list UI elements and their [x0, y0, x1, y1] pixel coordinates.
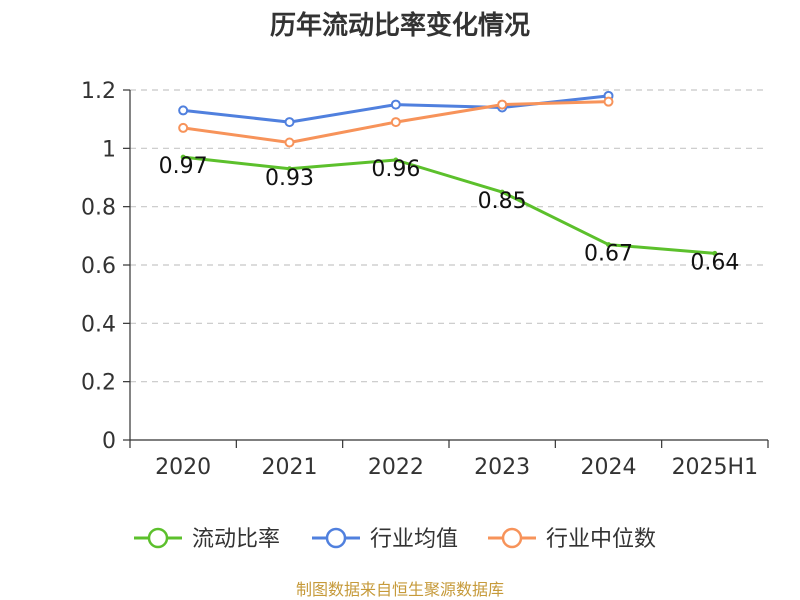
legend-label: 流动比率 — [192, 527, 280, 552]
y-tick-label: 0.4 — [81, 312, 116, 337]
chart-title: 历年流动比率变化情况 — [270, 10, 530, 41]
x-tick-label: 2025H1 — [672, 455, 759, 480]
legend-swatch-marker — [147, 527, 169, 549]
series-point-0 — [393, 157, 399, 163]
data-label: 0.67 — [584, 242, 633, 267]
series-point-2 — [497, 99, 508, 110]
data-labels: 0.97 0.93 0.96 0.85 0.67 0.64 — [159, 154, 740, 275]
legend-swatch-marker — [325, 527, 347, 549]
data-label: 0.97 — [159, 154, 208, 179]
x-tick-label: 2021 — [262, 455, 318, 480]
legend-label: 行业均值 — [370, 527, 458, 552]
series-point-1 — [390, 99, 401, 110]
data-label: 0.85 — [478, 189, 527, 214]
axes: 0 0.2 0.4 0.6 0.8 1 1.2 2020 2021 2022 2023 2024 202… — [81, 79, 769, 480]
x-tick-label: 2020 — [155, 455, 211, 480]
grid — [130, 89, 768, 383]
x-tick-label: 2023 — [474, 455, 530, 480]
data-label: 0.93 — [265, 166, 314, 191]
x-tick-label: 2024 — [581, 455, 637, 480]
series-point-0 — [499, 189, 505, 195]
series-point-0 — [712, 250, 718, 256]
y-tick-label: 1 — [102, 137, 116, 162]
source-note: 制图数据来自恒生聚源数据库 — [296, 580, 504, 599]
data-label: 0.96 — [371, 157, 420, 182]
y-tick-label: 0.2 — [81, 371, 116, 396]
series-point-1 — [284, 117, 295, 128]
series-point-2 — [178, 122, 189, 133]
x-tick-label: 2022 — [368, 455, 424, 480]
legend: 流动比率 行业均值 行业中位数 — [134, 527, 656, 552]
legend-swatch-marker — [501, 527, 523, 549]
series-point-0 — [606, 242, 611, 248]
y-tick-label: 0.6 — [81, 254, 116, 279]
series-line-0 — [183, 155, 715, 255]
legend-label: 行业中位数 — [546, 527, 656, 552]
series-point-2 — [603, 96, 614, 107]
series-point-0 — [180, 154, 186, 160]
y-tick-label: 0.8 — [81, 196, 116, 221]
data-label: 0.64 — [690, 250, 739, 275]
y-tick-label: 1.2 — [81, 79, 116, 104]
series-point-2 — [284, 137, 295, 148]
y-tick-label: 0 — [102, 429, 116, 454]
series-point-1 — [178, 105, 189, 116]
series-lines — [178, 90, 718, 256]
series-point-2 — [390, 117, 401, 128]
series-point-0 — [287, 166, 292, 172]
